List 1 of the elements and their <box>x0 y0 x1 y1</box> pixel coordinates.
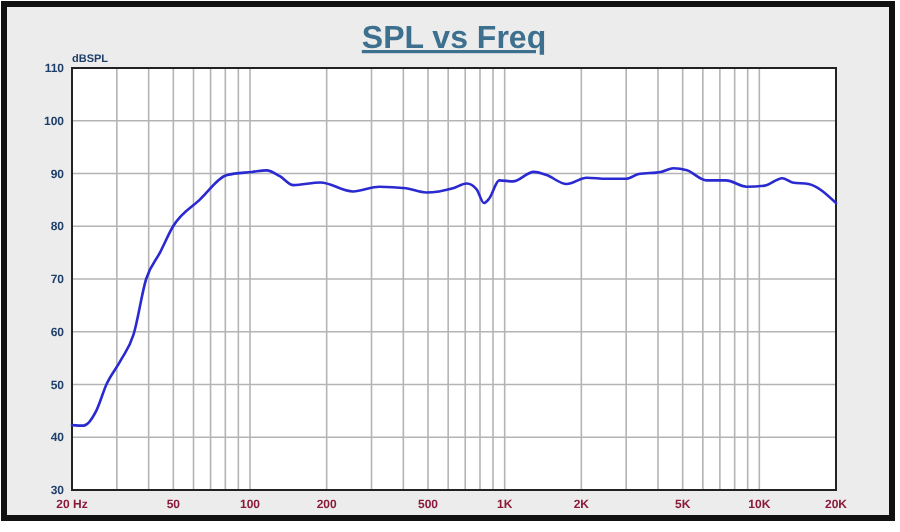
chart-title: SPL vs Freq <box>361 22 547 56</box>
